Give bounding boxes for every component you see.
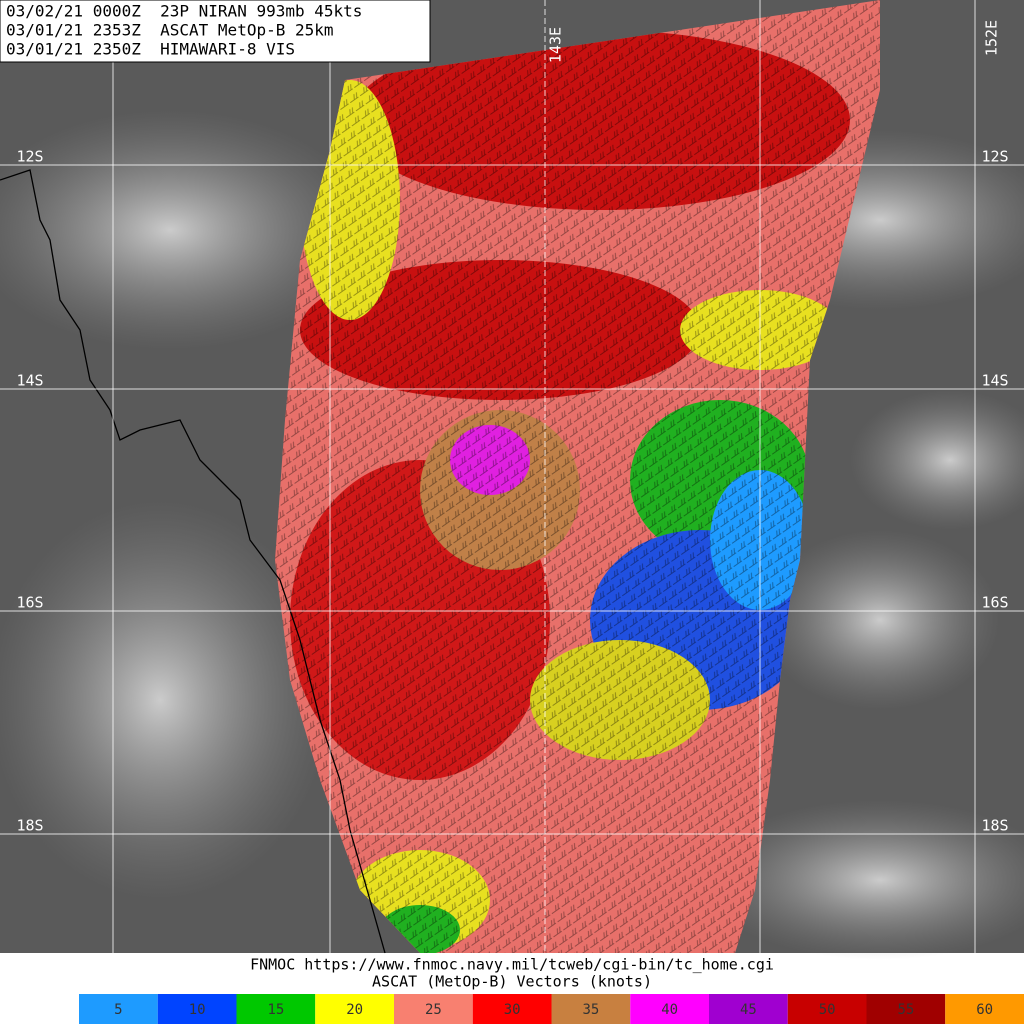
legend-value: 5: [114, 1002, 122, 1018]
legend-value: 60: [976, 1002, 993, 1018]
legend-value: 50: [819, 1002, 836, 1018]
legend-swatch: [709, 994, 788, 1024]
lat-label: 18S: [16, 817, 43, 835]
legend-value: 35: [582, 1002, 599, 1018]
legend-swatch: [551, 994, 631, 1024]
legend-value: 45: [740, 1002, 757, 1018]
legend-swatch: [79, 994, 158, 1024]
legend-value: 10: [189, 1002, 206, 1018]
legend-value: 25: [425, 1002, 442, 1018]
legend-title: ASCAT (MetOp-B) Vectors (knots): [372, 973, 652, 991]
lon-label: 152E: [983, 20, 1001, 56]
legend-value: 30: [504, 1002, 521, 1018]
legend-swatch: [945, 994, 1024, 1024]
legend-swatch: [236, 994, 316, 1024]
header-line: 03/02/21 0000Z 23P NIRAN 993mb 45kts: [6, 2, 362, 21]
legend-swatch: [315, 994, 394, 1024]
legend-value: 20: [346, 1002, 363, 1018]
legend: 5 10 15 20 25 30 35 40 45 50 55 60: [79, 994, 1024, 1024]
coastline: [0, 169, 386, 954]
source-text: FNMOC https://www.fnmoc.navy.mil/tcweb/c…: [250, 956, 774, 974]
header-line: 03/01/21 2353Z ASCAT MetOp-B 25km: [6, 21, 334, 40]
legend-value: 40: [661, 1002, 678, 1018]
legend-swatch: [394, 994, 473, 1024]
legend-swatch: [787, 994, 867, 1024]
lat-label: 14S: [981, 372, 1008, 390]
lat-label: 16S: [981, 594, 1008, 612]
lat-label: 14S: [16, 372, 43, 390]
lat-label: 12S: [16, 148, 43, 166]
legend-swatch: [157, 994, 237, 1024]
header-line: 03/01/21 2350Z HIMAWARI-8 VIS: [6, 40, 295, 59]
lat-label: 18S: [981, 817, 1008, 835]
lat-label: 12S: [981, 148, 1008, 166]
lat-labels: 12S 12S 14S 14S 16S 16S 18S 18S: [16, 148, 1008, 835]
legend-swatch: [866, 994, 946, 1024]
legend-value: 55: [897, 1002, 914, 1018]
legend-value: 15: [267, 1002, 284, 1018]
lon-label: 143E: [547, 27, 565, 63]
legend-swatch: [472, 994, 552, 1024]
graticule: [0, 0, 1024, 953]
header-box: [0, 0, 431, 63]
legend-swatch: [630, 994, 709, 1024]
lat-label: 16S: [16, 594, 43, 612]
